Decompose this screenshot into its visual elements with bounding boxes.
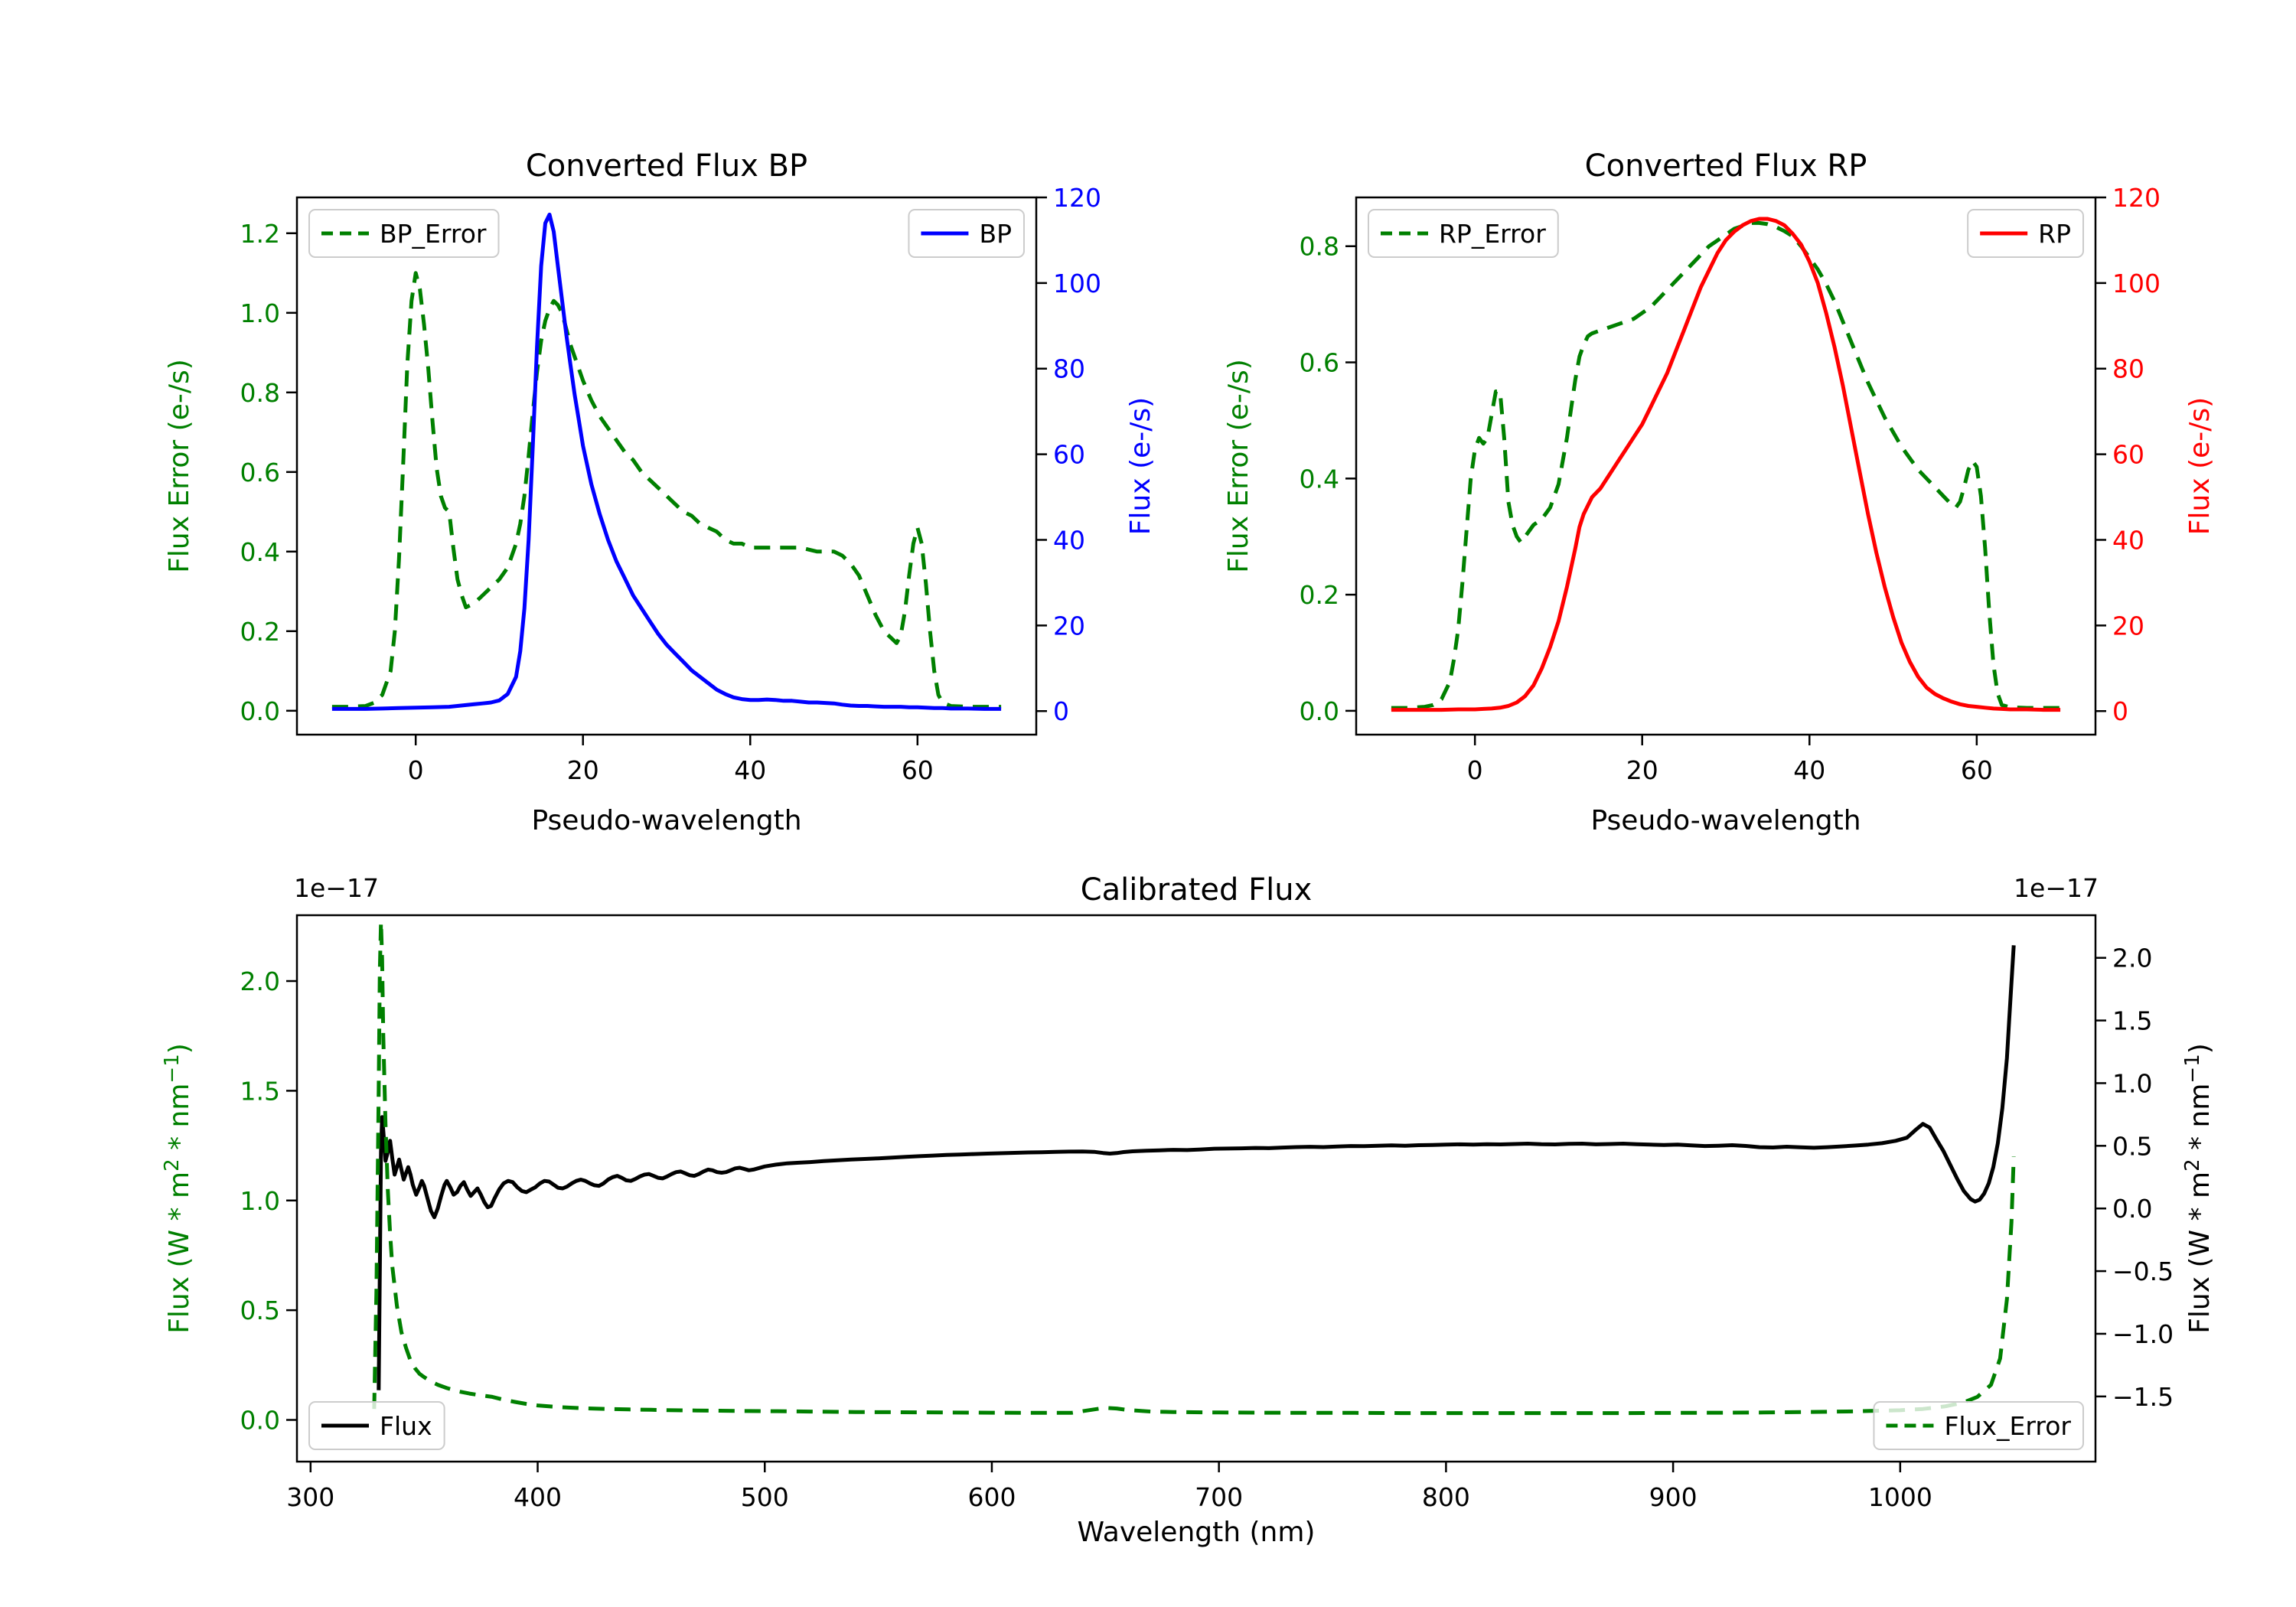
y-tick-label-left: 1.0 <box>240 298 280 328</box>
y-tick-label-left: 1.5 <box>240 1076 280 1106</box>
legend-label: BP_Error <box>380 219 487 249</box>
y-tick-label-left: 0.0 <box>1300 696 1339 726</box>
RP-line <box>1391 217 2061 712</box>
legend-box <box>308 1401 445 1450</box>
y-tick-label-right: 80 <box>1053 354 1085 384</box>
x-tick-label: 700 <box>1195 1482 1243 1512</box>
y-tick-label-left: 0.6 <box>240 458 280 487</box>
x-tick-label: 400 <box>514 1482 562 1512</box>
y-tick-label-right: −1.0 <box>2112 1319 2174 1349</box>
rp-plot: 0 20 40 60 0.0 0.2 0.4 0.6 0.8 0 20 40 60 80 100 120 Flu… <box>1223 183 2216 785</box>
bp-chart-title: Converted Flux BP <box>525 148 808 184</box>
Flux_Error-line <box>372 920 2016 1416</box>
legend-box <box>1873 1401 2084 1450</box>
y-tick-label-right: 0 <box>1053 696 1069 726</box>
legend-label: BP <box>979 219 1012 249</box>
y-tick-label-left: 2.0 <box>240 966 280 996</box>
calibrated-plot: 300 400 500 600 700 800 900 1000 0.0 0.5 1.0 1.5 2.0… <box>161 873 2216 1512</box>
legend-label: RP_Error <box>1439 219 1546 249</box>
Flux-legend: Flux <box>308 1401 445 1450</box>
y-tick-label-right: 60 <box>2112 440 2144 470</box>
x-tick-label: 60 <box>1961 755 1993 785</box>
RP_Error-line <box>1391 220 2061 710</box>
y-tick-label-right: 80 <box>2112 354 2144 384</box>
Flux_Error-legend: Flux_Error <box>1873 1401 2084 1450</box>
y-tick-label-left: 1.0 <box>240 1186 280 1216</box>
y-tick-label-right: 100 <box>2112 269 2161 298</box>
y-tick-label-right: 1.0 <box>2112 1068 2152 1098</box>
axes-spines <box>1355 196 2097 736</box>
rp-chart-title: Converted Flux RP <box>1584 148 1867 184</box>
y-tick-label-right: 0.0 <box>2112 1194 2152 1224</box>
y-tick-label-right: 20 <box>2112 611 2144 641</box>
BP-line <box>331 212 1002 711</box>
y-axis-label-left: Flux Error (e-/s) <box>1223 359 1254 573</box>
y-tick-label-right: 40 <box>1053 525 1085 555</box>
y-tick-label-right: 20 <box>1053 611 1085 641</box>
calibrated-chart-title: Calibrated Flux <box>1080 872 1313 908</box>
x-tick-label: 40 <box>734 755 766 785</box>
x-tick-label: 1000 <box>1868 1482 1932 1512</box>
x-tick-label: 0 <box>408 755 424 785</box>
y-tick-label-right: 0 <box>2112 696 2128 726</box>
y-tick-label-right: 0.5 <box>2112 1131 2152 1161</box>
y-axis-label-right: Flux (e-/s) <box>2184 397 2216 535</box>
x-tick-label: 60 <box>902 755 934 785</box>
legend-box <box>308 209 500 258</box>
offset-text-right: 1e−17 <box>2014 873 2099 903</box>
y-axis-label-left: Flux Error (e-/s) <box>164 359 195 573</box>
y-tick-label-right: −1.5 <box>2112 1382 2174 1412</box>
x-tick-label: 900 <box>1649 1482 1698 1512</box>
x-tick-label: 0 <box>1467 755 1483 785</box>
x-tick-label: 500 <box>741 1482 789 1512</box>
y-axis-label-right: Flux (W * m2 * nm−1) <box>2181 1043 2216 1334</box>
y-tick-label-right: 2.0 <box>2112 944 2152 973</box>
y-tick-label-left: 0.8 <box>1300 232 1339 262</box>
bp-plot: 0 20 40 60 0.0 0.2 0.4 0.6 0.8 1.0 1.2 0 20 40 60 80 100… <box>164 183 1156 785</box>
y-tick-label-right: 120 <box>2112 183 2161 213</box>
y-tick-label-left: 0.5 <box>240 1296 280 1325</box>
legend-label: RP <box>2038 219 2071 249</box>
y-tick-label-left: 0.2 <box>1300 580 1339 610</box>
BP_Error-legend: BP_Error <box>308 209 500 258</box>
y-tick-label-left: 0.8 <box>240 378 280 408</box>
y-tick-label-right: 60 <box>1053 440 1085 470</box>
y-tick-label-left: 0.2 <box>240 617 280 647</box>
BP_Error-line <box>331 271 1002 709</box>
axes-spines <box>295 196 1038 736</box>
axes-spines <box>295 914 2097 1463</box>
y-tick-label-right: 100 <box>1053 269 1101 298</box>
x-tick-label: 600 <box>967 1482 1016 1512</box>
y-tick-label-right: 40 <box>2112 525 2144 555</box>
x-tick-label: 800 <box>1422 1482 1470 1512</box>
Flux-line <box>377 945 2016 1390</box>
BP-legend: BP <box>908 209 1025 258</box>
y-tick-label-left: 1.2 <box>240 219 280 249</box>
y-tick-label-left: 0.0 <box>240 696 280 726</box>
x-tick-label: 300 <box>286 1482 334 1512</box>
y-tick-label-left: 0.0 <box>240 1406 280 1436</box>
bp-x-axis-label: Pseudo-wavelength <box>531 805 802 836</box>
offset-text-left: 1e−17 <box>294 873 379 903</box>
y-axis-label-right: Flux (e-/s) <box>1125 397 1156 535</box>
y-axis-label-left: Flux (W * m2 * nm−1) <box>161 1043 195 1334</box>
legend-label: Flux <box>380 1411 432 1441</box>
y-tick-label-right: 120 <box>1053 183 1101 213</box>
y-tick-label-left: 0.4 <box>1300 464 1339 494</box>
y-tick-label-right: 1.5 <box>2112 1006 2152 1036</box>
calibrated-x-axis-label: Wavelength (nm) <box>1077 1517 1316 1548</box>
legend-label: Flux_Error <box>1944 1411 2071 1441</box>
RP-legend: RP <box>1967 209 2084 258</box>
x-tick-label: 20 <box>567 755 599 785</box>
y-tick-label-left: 0.4 <box>240 537 280 567</box>
rp-x-axis-label: Pseudo-wavelength <box>1590 805 1861 836</box>
legend-box <box>1368 209 1559 258</box>
x-tick-label: 40 <box>1793 755 1825 785</box>
x-tick-label: 20 <box>1626 755 1658 785</box>
y-tick-label-right: −0.5 <box>2112 1257 2174 1286</box>
RP_Error-legend: RP_Error <box>1368 209 1559 258</box>
y-tick-label-left: 0.6 <box>1300 348 1339 378</box>
